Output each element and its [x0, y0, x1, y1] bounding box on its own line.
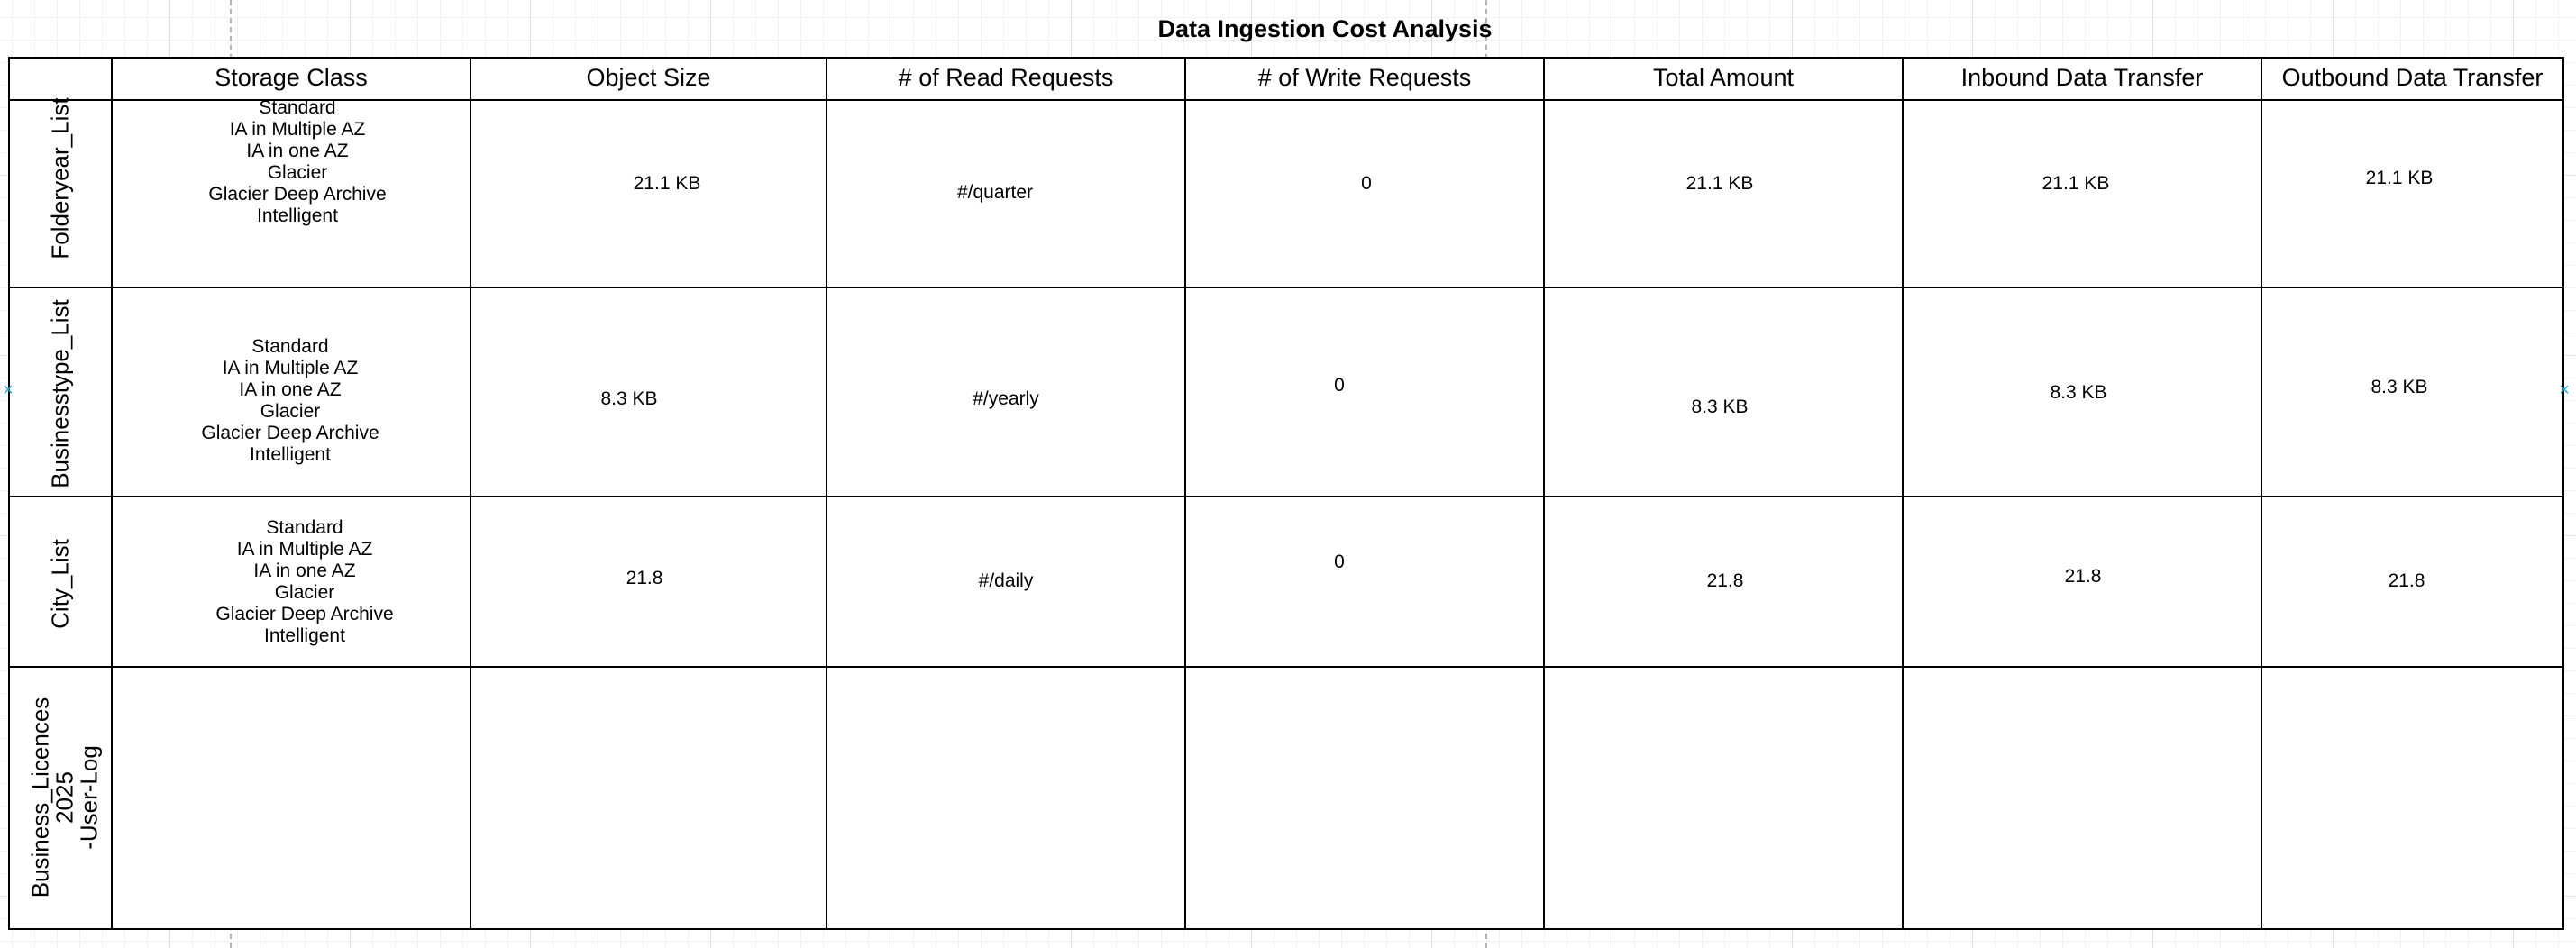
inbound-transfer-value: 8.3 KB — [2050, 382, 2107, 403]
storage-class-list: Standard IA in Multiple AZ IA in one AZ Gla… — [201, 336, 379, 466]
row-label: Business_Licences 2025 -User-Log — [26, 697, 103, 898]
row-label: Folderyear_List — [46, 97, 74, 260]
row-business-licences-log-cell-3[interactable] — [827, 668, 1186, 930]
storage-class-list: Standard IA in Multiple AZ IA in one AZ Gla… — [208, 97, 386, 227]
header-total-amount[interactable]: Total Amount — [1545, 57, 1904, 101]
inbound-transfer-value: 21.8 — [2064, 566, 2102, 587]
row-businesstype-list-cell-0[interactable] — [8, 288, 113, 497]
write-requests-value: 0 — [1334, 375, 1345, 396]
read-requests-value: #/yearly — [973, 388, 1039, 409]
row-businesstype-list-cell-2[interactable] — [471, 288, 827, 497]
row-city-list-cell-1[interactable] — [113, 497, 471, 668]
row-city-list-cell-2[interactable] — [471, 497, 827, 668]
row-businesstype-list-cell-6[interactable] — [1904, 288, 2262, 497]
row-city-list-cell-3[interactable] — [827, 497, 1186, 668]
storage-class-option: Glacier — [267, 162, 328, 183]
storage-class-option: IA in one AZ — [246, 141, 349, 161]
selection-handle-right[interactable]: × — [2559, 380, 2570, 400]
storage-class-option: Glacier — [274, 582, 335, 603]
total-amount-value: 21.8 — [1706, 570, 1744, 591]
storage-class-option: IA in one AZ — [253, 561, 356, 581]
header-corner-cell — [8, 57, 113, 101]
storage-class-option: Glacier Deep Archive — [208, 184, 387, 205]
row-folderyear-list-cell-3[interactable] — [827, 101, 1186, 288]
storage-class-option: IA in Multiple AZ — [222, 358, 359, 378]
write-requests-value: 0 — [1361, 173, 1372, 194]
row-businesstype-list-cell-4[interactable] — [1186, 288, 1545, 497]
inbound-transfer-value: 21.1 KB — [2042, 173, 2110, 194]
row-folderyear-list-cell-1[interactable] — [113, 101, 471, 288]
storage-class-option: Intelligent — [257, 205, 338, 226]
row-business-licences-log-cell-7[interactable] — [2262, 668, 2564, 930]
row-businesstype-list-cell-1[interactable] — [113, 288, 471, 497]
read-requests-value: #/quarter — [956, 182, 1034, 203]
storage-class-option: Intelligent — [264, 625, 345, 646]
row-folderyear-list-cell-5[interactable] — [1545, 101, 1904, 288]
total-amount-value: 21.1 KB — [1685, 173, 1754, 194]
row-business-licences-log-cell-0[interactable] — [8, 668, 113, 930]
row-folderyear-list-cell-0[interactable] — [8, 101, 113, 288]
row-city-list-cell-5[interactable] — [1545, 497, 1904, 668]
row-businesstype-list-cell-7[interactable] — [2262, 288, 2564, 497]
object-size-value: 8.3 KB — [600, 388, 658, 409]
read-requests-value: #/daily — [978, 570, 1034, 591]
selection-handle-left[interactable]: × — [3, 380, 14, 400]
row-folderyear-list-cell-2[interactable] — [471, 101, 827, 288]
total-amount-value: 8.3 KB — [1691, 397, 1749, 417]
storage-class-option: Intelligent — [250, 444, 331, 465]
row-businesstype-list-cell-5[interactable] — [1545, 288, 1904, 497]
storage-class-option: IA in Multiple AZ — [229, 119, 366, 140]
header-inbound-transfer[interactable]: Inbound Data Transfer — [1904, 57, 2262, 101]
header-object-size[interactable]: Object Size — [471, 57, 827, 101]
storage-class-option: Glacier — [260, 401, 321, 422]
storage-class-option: Glacier Deep Archive — [201, 423, 379, 443]
outbound-transfer-value: 8.3 KB — [2370, 377, 2428, 397]
storage-class-option: Standard — [259, 97, 336, 118]
row-label: Businesstype_List — [46, 299, 74, 488]
row-business-licences-log-cell-5[interactable] — [1545, 668, 1904, 930]
header-outbound-transfer[interactable]: Outbound Data Transfer — [2262, 57, 2564, 101]
row-folderyear-list-cell-6[interactable] — [1904, 101, 2262, 288]
outbound-transfer-value: 21.8 — [2388, 570, 2425, 591]
write-requests-value: 0 — [1334, 551, 1345, 572]
storage-class-option: Glacier Deep Archive — [215, 604, 394, 624]
header-write-requests[interactable]: # of Write Requests — [1186, 57, 1545, 101]
storage-class-option: Standard — [266, 517, 343, 538]
header-read-requests[interactable]: # of Read Requests — [827, 57, 1186, 101]
storage-class-option: Standard — [251, 336, 329, 357]
row-city-list-cell-6[interactable] — [1904, 497, 2262, 668]
row-business-licences-log-cell-1[interactable] — [113, 668, 471, 930]
storage-class-option: IA in one AZ — [239, 379, 342, 400]
object-size-value: 21.1 KB — [633, 173, 701, 194]
diagram-title[interactable]: Data Ingestion Cost Analysis — [1157, 15, 1493, 42]
row-business-licences-log-cell-4[interactable] — [1186, 668, 1545, 930]
outbound-transfer-value: 21.1 KB — [2365, 168, 2434, 188]
object-size-value: 21.8 — [626, 568, 663, 588]
storage-class-list: Standard IA in Multiple AZ IA in one AZ Gla… — [215, 517, 393, 647]
header-storage-class[interactable]: Storage Class — [113, 57, 471, 101]
storage-class-option: IA in Multiple AZ — [236, 539, 373, 560]
row-city-list-cell-0[interactable] — [8, 497, 113, 668]
row-folderyear-list-cell-4[interactable] — [1186, 101, 1545, 288]
row-business-licences-log-cell-2[interactable] — [471, 668, 827, 930]
row-label: City_List — [46, 539, 74, 629]
row-city-list-cell-4[interactable] — [1186, 497, 1545, 668]
row-folderyear-list-cell-7[interactable] — [2262, 101, 2564, 288]
row-businesstype-list-cell-3[interactable] — [827, 288, 1186, 497]
row-business-licences-log-cell-6[interactable] — [1904, 668, 2262, 930]
